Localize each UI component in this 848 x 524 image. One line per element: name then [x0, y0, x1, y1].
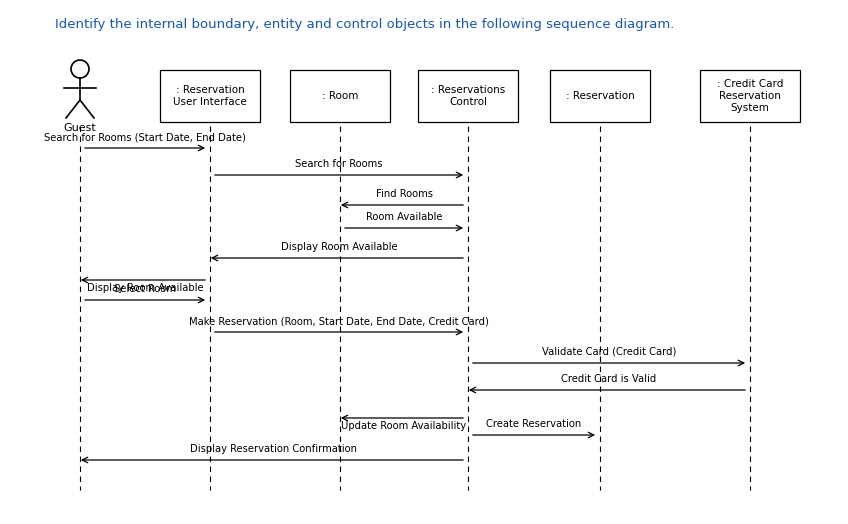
Bar [550, 70, 650, 122]
Text: Display Reservation Confirmation: Display Reservation Confirmation [191, 444, 358, 454]
Text: Credit Card is Valid: Credit Card is Valid [561, 374, 656, 384]
Text: Display Room Available: Display Room Available [281, 242, 398, 252]
Text: Validate Card (Credit Card): Validate Card (Credit Card) [542, 347, 676, 357]
Text: Guest: Guest [64, 123, 97, 133]
Text: : Reservations
Control: : Reservations Control [431, 85, 505, 107]
Text: Identify the internal boundary, entity and control objects in the following sequ: Identify the internal boundary, entity a… [55, 18, 674, 31]
Bar [700, 70, 800, 122]
Bar [290, 70, 390, 122]
Text: Update Room Availability: Update Room Availability [342, 421, 466, 431]
Text: : Credit Card
Reservation
System: : Credit Card Reservation System [717, 80, 784, 113]
Text: Make Reservation (Room, Start Date, End Date, Credit Card): Make Reservation (Room, Start Date, End … [189, 316, 489, 326]
Text: : Reservation: : Reservation [566, 91, 634, 101]
Bar [160, 70, 260, 122]
Text: Display Room Available: Display Room Available [86, 283, 204, 293]
Bar [418, 70, 518, 122]
Text: Search for Rooms: Search for Rooms [295, 159, 382, 169]
Text: Select Room: Select Room [114, 284, 176, 294]
Text: Find Rooms: Find Rooms [376, 189, 432, 199]
Text: : Reservation
User Interface: : Reservation User Interface [173, 85, 247, 107]
Text: : Room: : Room [321, 91, 358, 101]
Text: Search for Rooms (Start Date, End Date): Search for Rooms (Start Date, End Date) [44, 132, 246, 142]
Text: Room Available: Room Available [365, 212, 443, 222]
Text: Create Reservation: Create Reservation [487, 419, 582, 429]
